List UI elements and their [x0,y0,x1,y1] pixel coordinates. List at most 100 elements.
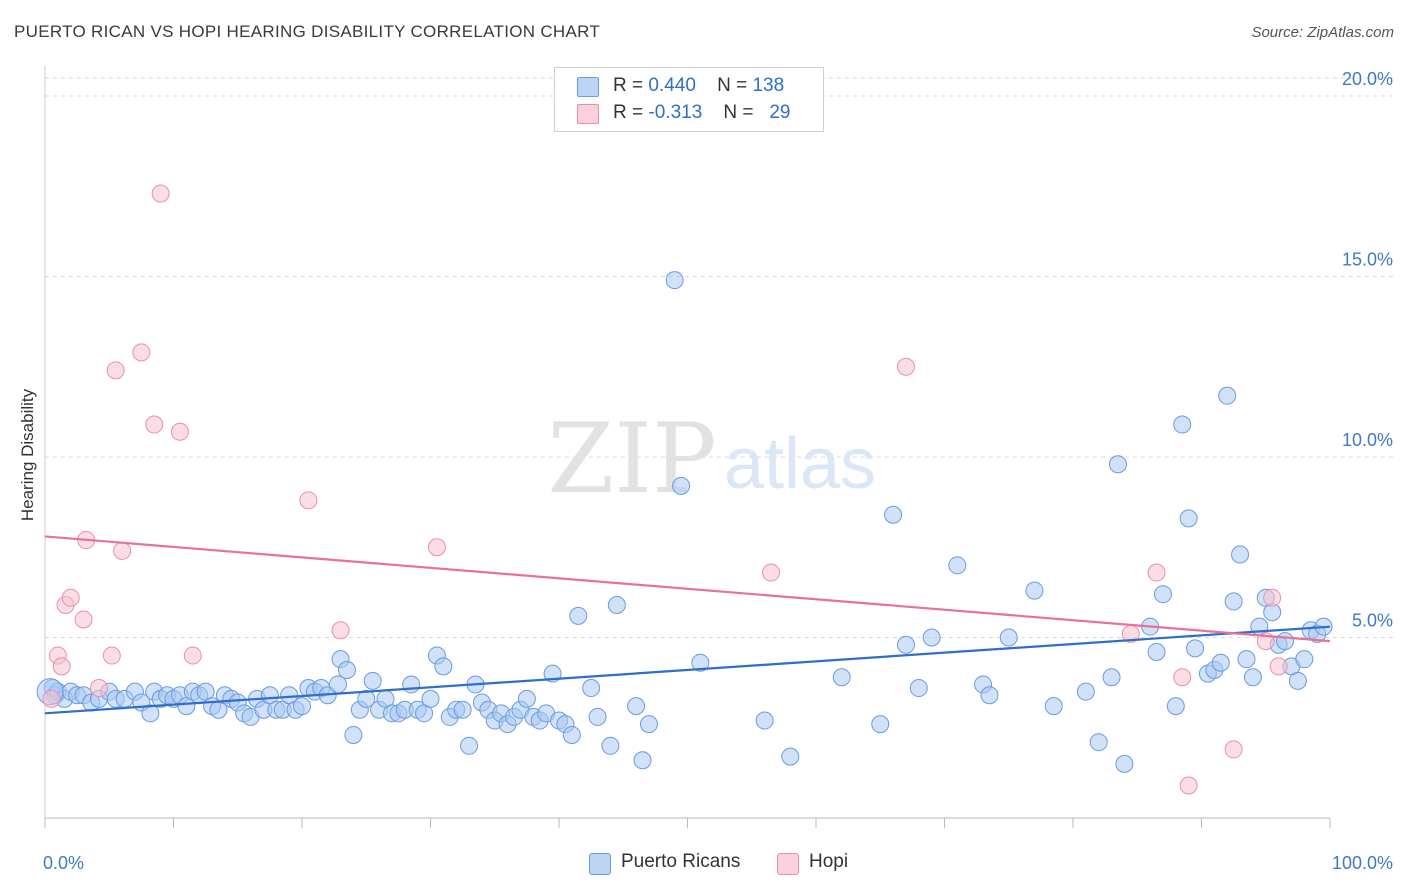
y-tick-label: 20.0% [1342,69,1393,89]
data-point-hopi [132,343,151,362]
hopi-points [42,184,1288,795]
y-tick-label: 5.0% [1352,611,1393,631]
data-point-puerto-ricans [562,725,581,744]
puerto-ricans-points [36,271,1333,773]
y-tick-label: 15.0% [1342,250,1393,270]
data-point-puerto-ricans [1237,650,1256,669]
data-point-hopi [183,646,202,665]
legend-r-label: R = [613,75,644,96]
watermark-zip: ZIP [547,403,716,515]
data-point-puerto-ricans [1102,668,1121,687]
data-point-puerto-ricans [1179,509,1198,528]
x-tick-label: 100.0% [1332,853,1393,873]
data-point-puerto-ricans [691,653,710,672]
data-point-puerto-ricans [363,671,382,690]
data-point-hopi [170,422,189,441]
data-point-hopi [151,184,170,203]
data-point-hopi [1263,588,1282,607]
data-point-hopi [1224,740,1243,759]
data-point-hopi [102,646,121,665]
data-point-puerto-ricans [1211,653,1230,672]
data-point-puerto-ricans [1186,639,1205,658]
data-point-puerto-ricans [922,628,941,647]
data-point-puerto-ricans [357,689,376,708]
legend-r-value: 0.440 [648,75,696,96]
data-point-puerto-ricans [1108,455,1127,474]
trend-line-puerto-ricans [44,625,1331,715]
x-tick-label: 0.0% [43,853,84,873]
data-point-hopi [106,361,125,380]
legend-swatch-pink [577,104,599,124]
data-point-puerto-ricans [948,556,967,575]
data-point-puerto-ricans [1224,592,1243,611]
data-point-puerto-ricans [141,704,160,723]
data-point-puerto-ricans [1025,581,1044,600]
data-point-puerto-ricans [1076,682,1095,701]
data-point-puerto-ricans [1295,650,1314,669]
legend-label: Hopi [809,851,849,872]
legend-r-label: R = [613,102,644,123]
data-point-puerto-ricans [569,606,588,625]
data-point-hopi [1269,657,1288,676]
data-point-puerto-ricans [434,657,453,676]
legend-n-label: N = [723,102,754,123]
watermark-atlas: atlas [724,424,876,504]
data-point-puerto-ricans [601,736,620,755]
data-point-puerto-ricans [884,505,903,524]
data-point-puerto-ricans [344,725,363,744]
data-point-puerto-ricans [402,675,421,694]
data-point-puerto-ricans [337,661,356,679]
data-point-hopi [1147,563,1166,582]
data-point-hopi [113,541,132,560]
data-point-puerto-ricans [588,707,607,726]
legend-label: Puerto Ricans [621,851,741,872]
legend-n-value: 29 [769,102,791,123]
trend-lines [44,535,1331,715]
data-point-hopi [299,491,318,510]
data-point-puerto-ricans [627,697,646,716]
data-point-hopi [61,588,80,607]
data-point-puerto-ricans [460,736,479,755]
data-point-puerto-ricans [1231,545,1250,564]
data-point-puerto-ricans [1243,668,1262,687]
stats-legend: R = 0.440 N = 138 R = -0.313 N = 29 [554,67,824,132]
data-point-puerto-ricans [871,715,890,734]
data-point-puerto-ricans [909,679,928,698]
data-point-hopi [427,538,446,557]
legend-swatch-blue [589,853,611,875]
legend-swatch-blue [577,77,599,97]
y-tick-label: 10.0% [1342,430,1393,450]
data-point-hopi [52,657,71,676]
data-point-hopi [896,357,915,376]
data-point-puerto-ricans [672,476,691,495]
data-point-puerto-ricans [1173,415,1192,434]
data-point-hopi [74,610,93,629]
data-point-puerto-ricans [582,679,601,698]
legend-n-label: N = [717,75,748,96]
data-point-puerto-ricans [639,715,658,734]
data-point-puerto-ricans [781,747,800,766]
data-point-puerto-ricans [1044,697,1063,716]
data-point-hopi [1173,668,1192,687]
data-point-puerto-ricans [328,675,347,694]
data-point-hopi [1179,776,1198,795]
data-point-puerto-ricans [1218,386,1237,405]
data-point-puerto-ricans [633,751,652,770]
data-point-hopi [89,679,108,698]
data-point-puerto-ricans [421,689,440,708]
tick-labels: 5.0% 10.0% 15.0% 20.0% 0.0% 100.0% [43,69,1393,873]
y-axis-label: Hearing Disability [18,388,37,521]
data-point-hopi [145,415,164,434]
data-point-puerto-ricans [453,700,472,719]
legend-n-value: 138 [752,75,785,96]
data-point-puerto-ricans [607,596,626,615]
data-point-hopi [762,563,781,582]
legend-swatch-pink [777,853,799,875]
data-point-puerto-ricans [896,635,915,654]
data-point-hopi [42,689,61,708]
data-point-puerto-ricans [1153,585,1172,604]
chart-title: PUERTO RICAN VS HOPI HEARING DISABILITY … [14,22,601,41]
data-point-puerto-ricans [293,697,311,716]
data-point-puerto-ricans [980,686,999,705]
data-point-hopi [331,621,350,640]
